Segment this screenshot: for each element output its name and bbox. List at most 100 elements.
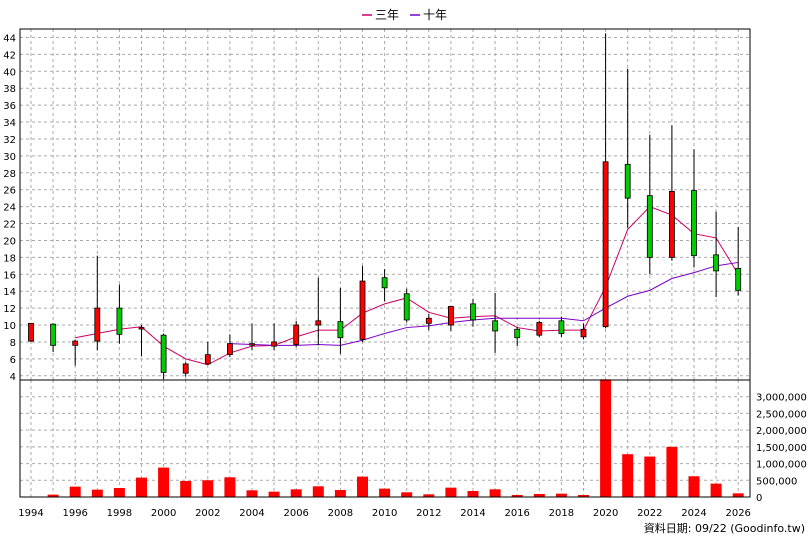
moving-average-line bbox=[229, 261, 739, 346]
price-tick-label: 18 bbox=[3, 253, 16, 264]
plot-frames bbox=[19, 28, 751, 498]
year-tick-label: 1996 bbox=[62, 508, 87, 519]
year-tick-label: 2008 bbox=[328, 508, 353, 519]
volume-plot-frame bbox=[19, 379, 751, 498]
candle-body bbox=[713, 254, 719, 272]
year-tick-label: 2010 bbox=[372, 508, 397, 519]
volume-bar bbox=[622, 454, 634, 497]
candle-body bbox=[492, 320, 499, 332]
year-tick-label: 2018 bbox=[549, 508, 574, 519]
price-tick-label: 4 bbox=[10, 372, 16, 383]
candle-body bbox=[94, 307, 101, 342]
candle-body bbox=[226, 343, 233, 356]
volume-bar bbox=[600, 379, 612, 497]
candle-body bbox=[204, 354, 211, 365]
volume-bar bbox=[445, 487, 457, 497]
price-tick-label: 40 bbox=[3, 67, 16, 78]
volume-bar bbox=[710, 483, 722, 497]
candle-body bbox=[182, 363, 189, 374]
volume-bar bbox=[69, 486, 81, 497]
volume-bar bbox=[489, 489, 501, 497]
year-tick-label: 1998 bbox=[107, 508, 132, 519]
candle-body bbox=[514, 328, 521, 339]
price-tick-label: 42 bbox=[3, 50, 16, 61]
volume-bar bbox=[357, 476, 368, 497]
candle-body bbox=[315, 320, 322, 326]
volume-tick-label: 1,500,000 bbox=[756, 443, 807, 454]
volume-tick-label: 1,000,000 bbox=[756, 460, 807, 471]
volume-bar bbox=[290, 489, 302, 497]
price-tick-label: 16 bbox=[3, 270, 16, 281]
candle-body bbox=[735, 267, 742, 291]
source-label: 資料日期: 09/22 (Goodinfo.tw) bbox=[644, 521, 805, 535]
candle-body bbox=[470, 303, 476, 321]
price-tick-label: 6 bbox=[10, 355, 16, 366]
price-axis-ticks: 4 6 8 10 12 14 16 18 20 22 24 26 28 30 32 34 36 38 40 42 44 bbox=[3, 33, 16, 382]
volume-tick-label: 0 bbox=[756, 493, 762, 504]
year-tick-label: 2002 bbox=[195, 508, 220, 519]
year-tick-label: 2024 bbox=[681, 508, 706, 519]
candle-body bbox=[669, 190, 675, 258]
candle-body bbox=[536, 322, 543, 336]
volume-bar bbox=[511, 494, 523, 497]
candle-body bbox=[337, 321, 344, 339]
price-tick-label: 30 bbox=[3, 152, 16, 163]
volume-bar bbox=[312, 486, 324, 497]
candle-body bbox=[271, 341, 278, 347]
candle-body bbox=[425, 317, 432, 324]
candle-body bbox=[602, 161, 609, 328]
candle-body bbox=[50, 323, 56, 346]
volume-bar bbox=[732, 493, 744, 497]
candle-body bbox=[580, 328, 587, 338]
legend-label-ten-year: 十年 bbox=[423, 8, 447, 22]
price-tick-label: 36 bbox=[3, 101, 16, 112]
volume-bar bbox=[688, 476, 700, 497]
year-tick-label: 2014 bbox=[460, 508, 485, 519]
price-tick-label: 26 bbox=[3, 186, 16, 197]
year-tick-label: 2012 bbox=[416, 508, 441, 519]
volume-bar bbox=[136, 477, 147, 497]
volume-tick-label: 500,000 bbox=[756, 476, 797, 487]
volume-bar bbox=[224, 477, 236, 497]
volume-bar bbox=[202, 480, 214, 497]
candle-body bbox=[691, 190, 697, 257]
year-tick-label: 2004 bbox=[239, 508, 264, 519]
volume-bar bbox=[334, 489, 346, 497]
legend: 三年 十年 bbox=[362, 8, 447, 22]
volume-bar bbox=[268, 491, 280, 497]
candle-body bbox=[293, 324, 300, 345]
price-tick-label: 32 bbox=[3, 135, 16, 146]
year-tick-label: 1994 bbox=[18, 508, 43, 519]
volume-bar bbox=[467, 490, 479, 497]
candle-body bbox=[646, 195, 653, 258]
volume-tick-label: 2,500,000 bbox=[756, 409, 807, 420]
volume-grid bbox=[20, 380, 750, 498]
volume-tick-label: 2,000,000 bbox=[756, 426, 807, 437]
price-tick-label: 14 bbox=[3, 287, 16, 298]
year-tick-label: 2026 bbox=[725, 508, 750, 519]
price-tick-label: 20 bbox=[3, 236, 16, 247]
candle-body bbox=[558, 320, 565, 334]
volume-bar bbox=[555, 493, 567, 497]
year-tick-label: 2006 bbox=[283, 508, 308, 519]
legend-label-three-year: 三年 bbox=[375, 8, 399, 22]
price-tick-label: 8 bbox=[10, 338, 16, 349]
volume-bar bbox=[113, 487, 125, 497]
volume-bar bbox=[158, 467, 170, 497]
price-tick-label: 34 bbox=[3, 118, 16, 129]
candles bbox=[28, 33, 742, 380]
candle-body bbox=[138, 327, 145, 330]
price-tick-label: 28 bbox=[3, 169, 16, 180]
volume-axis-ticks: 0 500,000 1,000,000 1,500,000 2,000,000 2,500… bbox=[756, 393, 807, 504]
volume-bar bbox=[180, 480, 192, 497]
volume-tick-label: 3,000,000 bbox=[756, 393, 807, 404]
price-tick-label: 22 bbox=[3, 220, 16, 231]
candle-body bbox=[72, 340, 79, 346]
price-tick-label: 24 bbox=[3, 203, 16, 214]
candle-body bbox=[381, 277, 388, 289]
candle-body bbox=[28, 322, 34, 342]
volume-bar bbox=[401, 492, 413, 497]
year-axis-ticks: 1994 1996 1998 2000 2002 2004 2006 2008 2010 2012… bbox=[18, 508, 751, 519]
volume-bar bbox=[379, 488, 391, 497]
